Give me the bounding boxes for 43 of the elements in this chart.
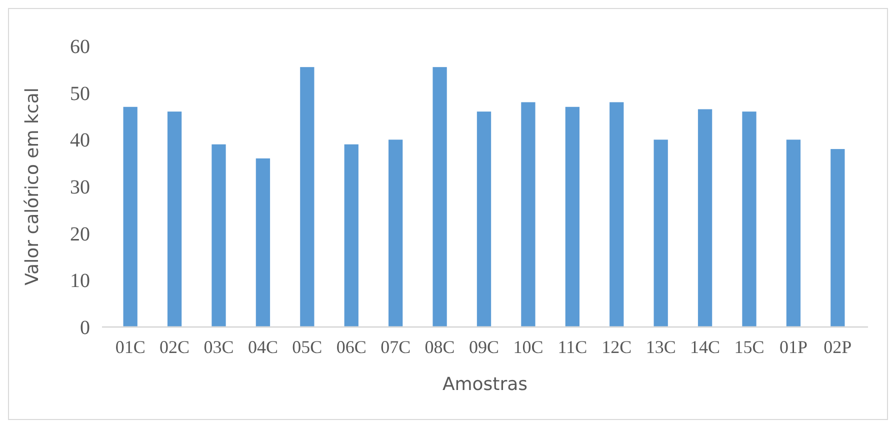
x-tick-label: 13C	[646, 337, 676, 357]
x-tick-label: 02P	[824, 337, 852, 357]
y-tick-label: 0	[80, 317, 90, 339]
x-tick-label: 08C	[424, 337, 455, 357]
bar	[256, 158, 270, 327]
bar	[565, 106, 580, 327]
y-tick-label: 60	[70, 36, 90, 58]
bar	[300, 67, 314, 327]
x-tick-label: 15C	[734, 337, 764, 357]
x-tick-label: 11C	[558, 337, 588, 357]
bar	[830, 149, 845, 327]
x-tick-label: 07C	[380, 337, 411, 357]
bar	[698, 109, 712, 327]
x-tick-label: 03C	[204, 337, 234, 357]
x-tick-label: 09C	[468, 337, 500, 357]
y-tick-label: 20	[70, 223, 90, 246]
y-tick-label: 10	[70, 270, 90, 292]
x-tick-label: 12C	[602, 337, 632, 357]
y-axis-title: Valor calórico em kcal	[22, 88, 43, 286]
x-tick-label: 01P	[779, 337, 808, 357]
bar	[654, 140, 668, 327]
y-tick-label: 30	[70, 176, 90, 198]
bar	[167, 112, 182, 327]
bar	[388, 140, 403, 327]
bar	[610, 102, 624, 327]
x-tick-label: 05C	[292, 337, 322, 357]
x-axis-title: Amostras	[442, 374, 528, 395]
x-tick-label: 01C	[115, 337, 146, 357]
x-tick-label: 10C	[513, 337, 544, 357]
x-tick-label: 04C	[248, 337, 278, 357]
y-tick-label: 40	[70, 130, 90, 152]
bar	[432, 67, 447, 327]
y-tick-label: 50	[70, 82, 90, 105]
bar	[742, 112, 756, 327]
x-tick-label: 14C	[690, 337, 720, 357]
bar	[786, 140, 801, 327]
x-tick-label: 06C	[336, 337, 366, 357]
bar	[123, 106, 138, 327]
bar	[476, 112, 492, 327]
bar	[212, 144, 226, 327]
bar	[344, 144, 358, 327]
x-tick-label: 02C	[160, 337, 190, 357]
bar	[521, 102, 536, 327]
